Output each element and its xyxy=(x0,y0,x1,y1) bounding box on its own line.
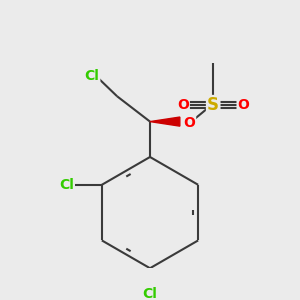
Text: O: O xyxy=(177,98,189,112)
Text: Cl: Cl xyxy=(142,286,158,300)
Text: O: O xyxy=(238,98,250,112)
Text: Cl: Cl xyxy=(84,69,99,83)
Polygon shape xyxy=(150,117,180,126)
Text: O: O xyxy=(183,116,195,130)
Text: Cl: Cl xyxy=(59,178,74,192)
Text: S: S xyxy=(207,96,219,114)
